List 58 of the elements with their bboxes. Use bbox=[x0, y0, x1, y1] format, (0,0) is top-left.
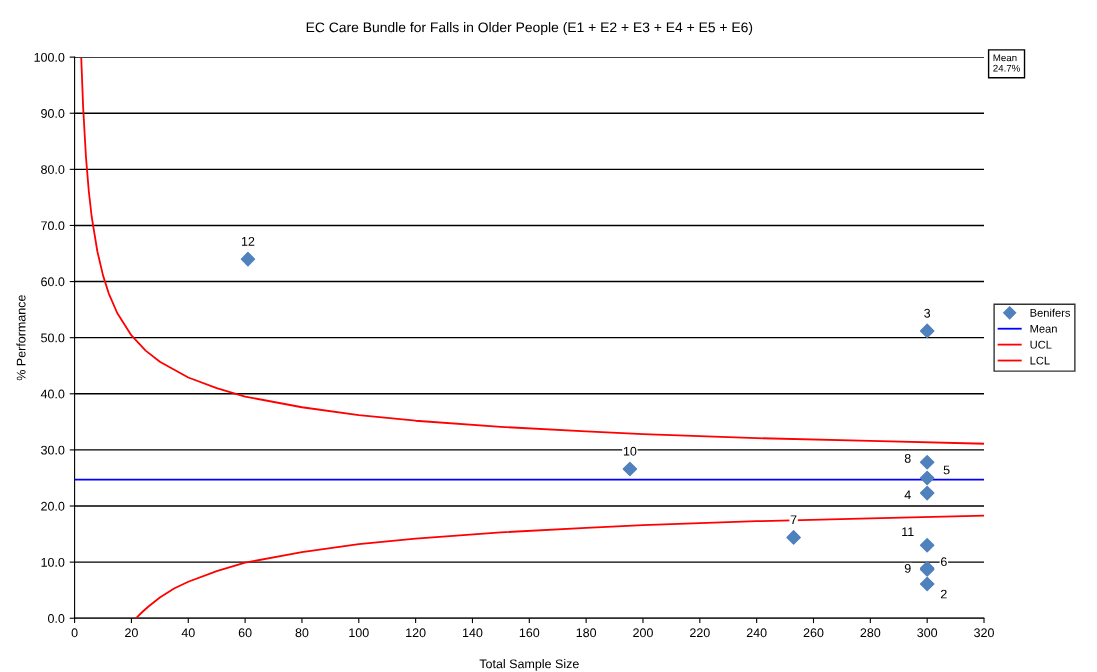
y-tick-label: 10.0 bbox=[41, 557, 65, 567]
y-axis-title: % Performance bbox=[16, 295, 26, 381]
y-tick-label: 100.0 bbox=[34, 52, 65, 62]
text: Mean 24.7% bbox=[993, 54, 1021, 72]
y-tick-label: 60.0 bbox=[41, 277, 65, 287]
x-tick-label: 140 bbox=[462, 628, 483, 638]
x-tick-label: 120 bbox=[406, 628, 426, 638]
x-tick-label: 260 bbox=[803, 628, 824, 638]
point bbox=[919, 470, 935, 486]
line-series bbox=[135, 514, 985, 619]
y-tick-label: 70.0 bbox=[41, 221, 65, 231]
annotation: 7 bbox=[790, 515, 797, 524]
x-tick-label: 240 bbox=[746, 628, 767, 638]
x-tick-label: 220 bbox=[690, 628, 710, 638]
annotation: 11 bbox=[902, 527, 914, 537]
point bbox=[240, 251, 256, 267]
point bbox=[919, 454, 935, 470]
x-tick-label: 40 bbox=[181, 628, 195, 638]
x-tick-label: 0 bbox=[71, 628, 78, 638]
y-tick-label: 0.0 bbox=[47, 614, 65, 623]
annotation: 6 bbox=[941, 557, 947, 567]
y-tick-label: 50.0 bbox=[41, 333, 65, 343]
legend-label: LCL bbox=[1030, 356, 1050, 365]
x-tick-label: 100 bbox=[349, 628, 369, 638]
point bbox=[622, 461, 638, 477]
x-tick-label: 280 bbox=[860, 628, 881, 638]
x-tick-label: 20 bbox=[125, 628, 138, 638]
x-tick-label: 180 bbox=[576, 628, 597, 638]
annotation: 12 bbox=[241, 236, 255, 246]
legend-label: Mean bbox=[1030, 324, 1057, 333]
y-tick-label: 90.0 bbox=[41, 109, 65, 118]
chart-title: EC Care Bundle for Falls in Older People (E1 + E2 + E3 + E4 + E5 + E6) bbox=[306, 22, 753, 35]
x-tick-label: 160 bbox=[519, 628, 540, 638]
point bbox=[786, 530, 801, 545]
x-tick-label: 80 bbox=[295, 628, 309, 638]
x-tick-label: 200 bbox=[633, 628, 653, 638]
line-series bbox=[80, 57, 985, 445]
point bbox=[919, 323, 935, 339]
y-tick-label: 30.0 bbox=[41, 445, 65, 455]
y-tick-label: 80.0 bbox=[41, 165, 65, 174]
legend-label: UCL bbox=[1030, 340, 1052, 349]
annotation: 8 bbox=[904, 453, 911, 463]
x-tick-label: 60 bbox=[238, 628, 252, 638]
annotation: 5 bbox=[943, 465, 950, 475]
annotation: 9 bbox=[904, 563, 911, 573]
point bbox=[919, 538, 935, 553]
y-tick-label: 40.0 bbox=[40, 389, 65, 399]
y-tick-label: 20.0 bbox=[41, 501, 65, 511]
x-tick-label: 300 bbox=[917, 628, 938, 638]
x-axis-title: Total Sample Size bbox=[479, 659, 579, 671]
annotation: 2 bbox=[940, 589, 947, 599]
x-tick-label: 320 bbox=[974, 628, 994, 638]
point bbox=[919, 485, 935, 501]
annotation: 3 bbox=[924, 308, 931, 318]
annotation: 4 bbox=[904, 490, 911, 500]
point bbox=[919, 576, 935, 592]
legend-label: Benifers bbox=[1030, 308, 1071, 317]
annotation: 10 bbox=[623, 446, 637, 456]
